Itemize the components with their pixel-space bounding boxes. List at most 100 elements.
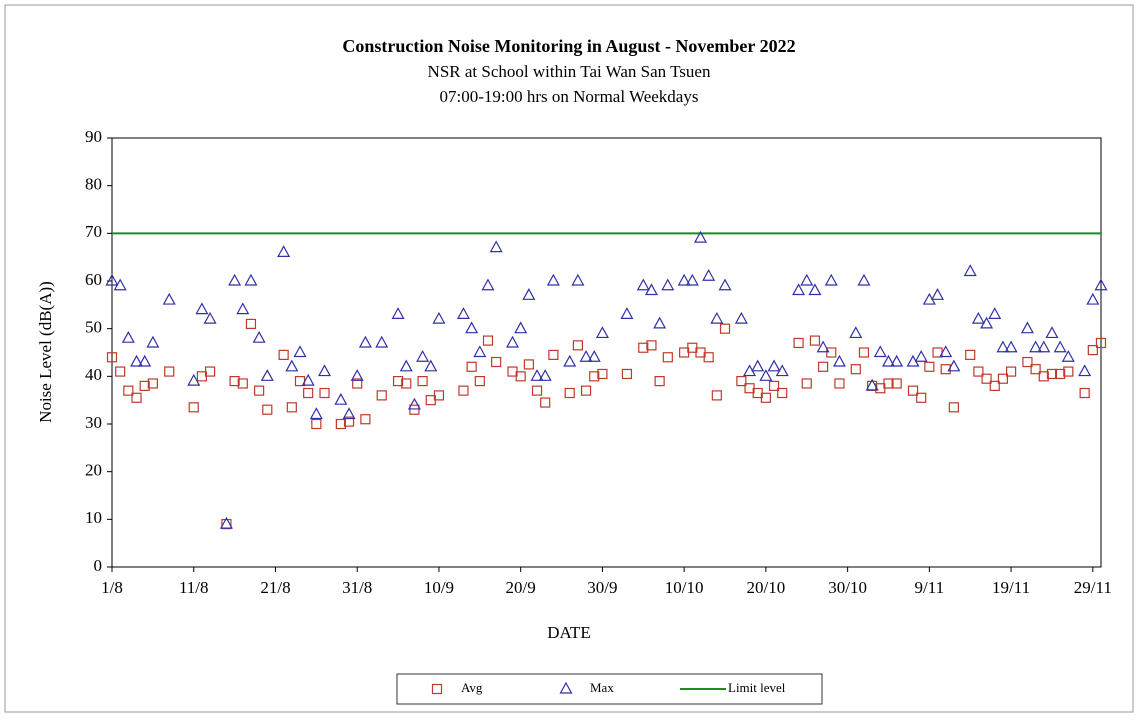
max-point: [808, 283, 822, 296]
max-point: [661, 278, 675, 291]
max-point: [800, 273, 814, 286]
max-point: [767, 359, 781, 372]
avg-point: [924, 361, 935, 372]
avg-point: [164, 366, 175, 377]
avg-point: [229, 376, 240, 387]
max-point: [644, 283, 658, 296]
y-tick-label: 80: [85, 175, 102, 194]
max-point: [685, 273, 699, 286]
avg-point: [793, 337, 804, 349]
max-point: [947, 359, 961, 372]
y-tick-label: 40: [85, 365, 102, 384]
avg-point: [352, 378, 363, 389]
x-tick-label: 20/9: [506, 578, 536, 597]
max-point: [399, 359, 413, 372]
avg-point: [245, 318, 257, 329]
avg-point: [817, 361, 829, 372]
avg-point: [131, 392, 142, 403]
avg-point: [997, 373, 1009, 384]
max-point: [734, 311, 748, 324]
avg-point: [360, 414, 371, 425]
max-point: [653, 316, 667, 329]
avg-point: [286, 402, 297, 413]
avg-point: [311, 418, 322, 430]
avg-point: [515, 371, 526, 382]
max-point: [1094, 278, 1108, 291]
avg-point: [106, 352, 118, 363]
avg-point: [303, 387, 314, 399]
y-tick-label: 10: [85, 508, 102, 527]
max-point: [890, 354, 904, 367]
x-tick-label: 11/8: [179, 578, 209, 597]
avg-point: [1055, 368, 1066, 380]
max-point: [391, 307, 405, 319]
max-point: [996, 340, 1010, 353]
max-point: [465, 321, 479, 334]
avg-point: [523, 359, 534, 370]
max-point: [971, 311, 985, 324]
max-point: [865, 378, 879, 391]
max-point: [988, 307, 1002, 319]
x-tick-label: 19/11: [992, 578, 1030, 597]
x-axis-label: DATE: [547, 623, 590, 642]
max-point: [702, 268, 716, 281]
max-point: [260, 369, 274, 381]
max-point: [1020, 321, 1034, 334]
max-point: [587, 350, 601, 362]
max-point: [219, 516, 233, 529]
max-point: [334, 392, 348, 405]
avg-point: [826, 347, 837, 358]
max-point: [309, 407, 323, 420]
avg-point: [638, 342, 649, 353]
avg-point: [237, 378, 248, 389]
max-point: [857, 273, 871, 286]
avg-point: [564, 387, 575, 399]
max-point: [980, 316, 994, 329]
max-point: [522, 288, 536, 300]
x-tick-label: 29/11: [1074, 578, 1112, 597]
avg-point: [948, 402, 959, 413]
x-tick-label: 30/9: [587, 578, 617, 597]
max-point: [873, 345, 887, 358]
avg-point: [491, 356, 502, 368]
max-point: [1045, 326, 1059, 339]
avg-point: [1095, 337, 1107, 349]
max-point: [718, 278, 732, 291]
max-point: [317, 364, 332, 377]
avg-point: [1030, 364, 1041, 375]
max-point: [416, 350, 430, 362]
max-point: [571, 273, 585, 286]
x-tick-label: 30/10: [828, 578, 867, 597]
avg-point: [139, 380, 150, 391]
avg-point: [433, 390, 445, 401]
max-point: [236, 302, 250, 315]
max-point: [538, 369, 552, 381]
max-point: [1053, 340, 1067, 353]
y-tick-label: 90: [85, 127, 102, 146]
avg-point: [760, 392, 771, 403]
avg-point: [989, 380, 1000, 391]
max-point: [636, 278, 650, 291]
avg-point: [401, 378, 412, 389]
max-point: [849, 326, 863, 339]
max-point: [1004, 340, 1018, 353]
avg-point: [458, 385, 469, 396]
max-point: [228, 273, 242, 286]
y-tick-label: 60: [85, 270, 102, 289]
avg-point: [1063, 366, 1074, 377]
max-point: [939, 345, 953, 358]
avg-point: [834, 378, 845, 389]
chart-subtitle: NSR at School within Tai Wan San Tsuen: [428, 62, 711, 81]
max-point: [252, 330, 266, 343]
chart-title: Construction Noise Monitoring in August …: [342, 36, 795, 56]
avg-point: [883, 378, 894, 389]
avg-point: [482, 335, 494, 346]
avg-point: [719, 323, 731, 334]
y-tick-label: 50: [85, 318, 102, 337]
avg-point: [1005, 366, 1017, 377]
avg-point: [1079, 387, 1090, 399]
avg-point: [981, 373, 992, 384]
max-point: [342, 407, 356, 420]
avg-point: [409, 404, 420, 415]
